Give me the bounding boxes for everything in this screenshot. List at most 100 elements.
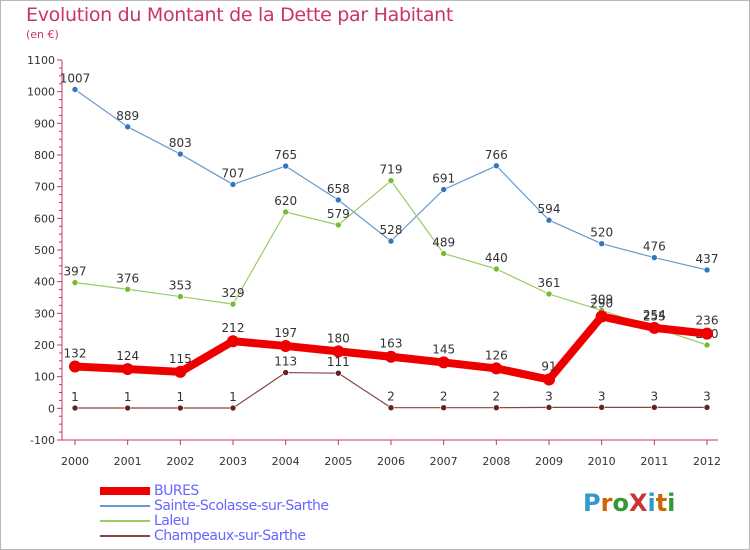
- data-point: [71, 404, 79, 412]
- data-point: [229, 181, 237, 188]
- x-tick-label: 2000: [61, 455, 89, 468]
- data-label: 489: [432, 235, 455, 249]
- x-tick-label: 2007: [430, 455, 458, 468]
- chart-subtitle: (en €): [26, 28, 59, 41]
- data-point: [335, 196, 342, 204]
- x-tick-label: 2008: [482, 455, 510, 468]
- data-label: 707: [222, 166, 245, 180]
- data-label: 579: [327, 207, 350, 221]
- data-label: 2: [493, 390, 501, 404]
- y-tick-label: 1100: [27, 54, 55, 67]
- data-label: 115: [169, 352, 192, 366]
- logo-letter: t: [655, 489, 668, 517]
- data-point: [545, 404, 553, 411]
- legend-label: BURES: [154, 483, 199, 499]
- data-point: [440, 186, 447, 193]
- data-point: [545, 290, 553, 298]
- data-point: [71, 279, 79, 286]
- data-point: [701, 327, 713, 340]
- data-label: 376: [116, 271, 139, 285]
- y-tick-label: 0: [48, 402, 55, 415]
- data-label: 889: [116, 109, 139, 123]
- data-label: 520: [590, 226, 613, 240]
- x-tick-label: 2011: [640, 455, 668, 468]
- x-tick-label: 2005: [324, 455, 352, 468]
- data-label: 440: [485, 251, 508, 265]
- data-point: [440, 250, 447, 257]
- data-point: [387, 237, 395, 245]
- legend-label: Laleu: [154, 513, 190, 529]
- data-point: [177, 293, 184, 300]
- data-label: 3: [703, 389, 711, 403]
- data-point: [595, 310, 608, 323]
- legend-swatch: [100, 487, 150, 495]
- data-label: 397: [64, 265, 87, 279]
- y-tick-label: 600: [34, 212, 55, 225]
- data-point: [598, 404, 605, 411]
- y-tick-label: 900: [34, 117, 55, 130]
- data-label: 528: [380, 223, 403, 237]
- data-point: [124, 123, 131, 131]
- data-point: [598, 240, 605, 247]
- y-tick-label: 100: [34, 371, 55, 384]
- data-label: 361: [538, 276, 561, 290]
- data-point: [703, 404, 711, 411]
- data-point: [229, 300, 237, 308]
- data-label: 3: [651, 389, 659, 403]
- data-point: [545, 216, 553, 224]
- data-label: 594: [538, 202, 561, 216]
- data-label: 255: [643, 310, 666, 324]
- data-label: 1: [177, 390, 185, 404]
- logo-letter: X: [628, 489, 648, 517]
- data-point: [282, 369, 289, 376]
- data-label: 212: [222, 321, 245, 335]
- data-point: [121, 363, 134, 376]
- logo-letter: i: [647, 489, 656, 517]
- y-tick-label: 1000: [27, 86, 55, 99]
- data-point: [177, 404, 184, 412]
- x-tick-label: 2003: [219, 455, 247, 468]
- data-point: [335, 369, 342, 377]
- proxiti-logo: ProXiti: [583, 489, 675, 517]
- data-point: [279, 339, 292, 352]
- data-point: [332, 345, 345, 358]
- data-label: 1: [229, 390, 237, 404]
- data-point: [282, 208, 289, 216]
- x-tick-label: 2002: [166, 455, 194, 468]
- data-label: 329: [222, 286, 245, 300]
- y-tick-label: -100: [30, 434, 55, 447]
- data-label: 91: [541, 360, 556, 374]
- data-label: 766: [485, 148, 508, 162]
- data-label: 620: [274, 194, 297, 208]
- data-point: [703, 341, 711, 349]
- data-label: 236: [696, 314, 719, 328]
- data-label: 113: [274, 355, 297, 369]
- data-label: 719: [380, 163, 403, 177]
- data-label: 1: [71, 390, 79, 404]
- data-label: 353: [169, 279, 192, 293]
- data-label: 3: [598, 389, 606, 403]
- data-point: [543, 373, 555, 386]
- data-point: [387, 177, 395, 184]
- data-point: [493, 162, 500, 170]
- data-point: [493, 404, 500, 412]
- data-label: 437: [696, 252, 719, 266]
- x-tick-label: 2006: [377, 455, 405, 468]
- data-point: [177, 150, 184, 158]
- data-label: 765: [274, 148, 297, 162]
- y-tick-label: 800: [34, 149, 55, 162]
- x-tick-label: 2012: [693, 455, 721, 468]
- data-label: 197: [274, 326, 297, 340]
- data-label: 3: [545, 389, 553, 403]
- y-tick-label: 700: [34, 181, 55, 194]
- data-point: [490, 362, 503, 375]
- legend-swatch: [100, 505, 150, 507]
- data-point: [437, 356, 450, 369]
- data-point: [335, 221, 342, 229]
- data-point: [387, 404, 395, 412]
- y-tick-label: 500: [34, 244, 55, 257]
- data-label: 1: [124, 390, 132, 404]
- data-label: 124: [116, 349, 139, 363]
- data-point: [651, 404, 658, 411]
